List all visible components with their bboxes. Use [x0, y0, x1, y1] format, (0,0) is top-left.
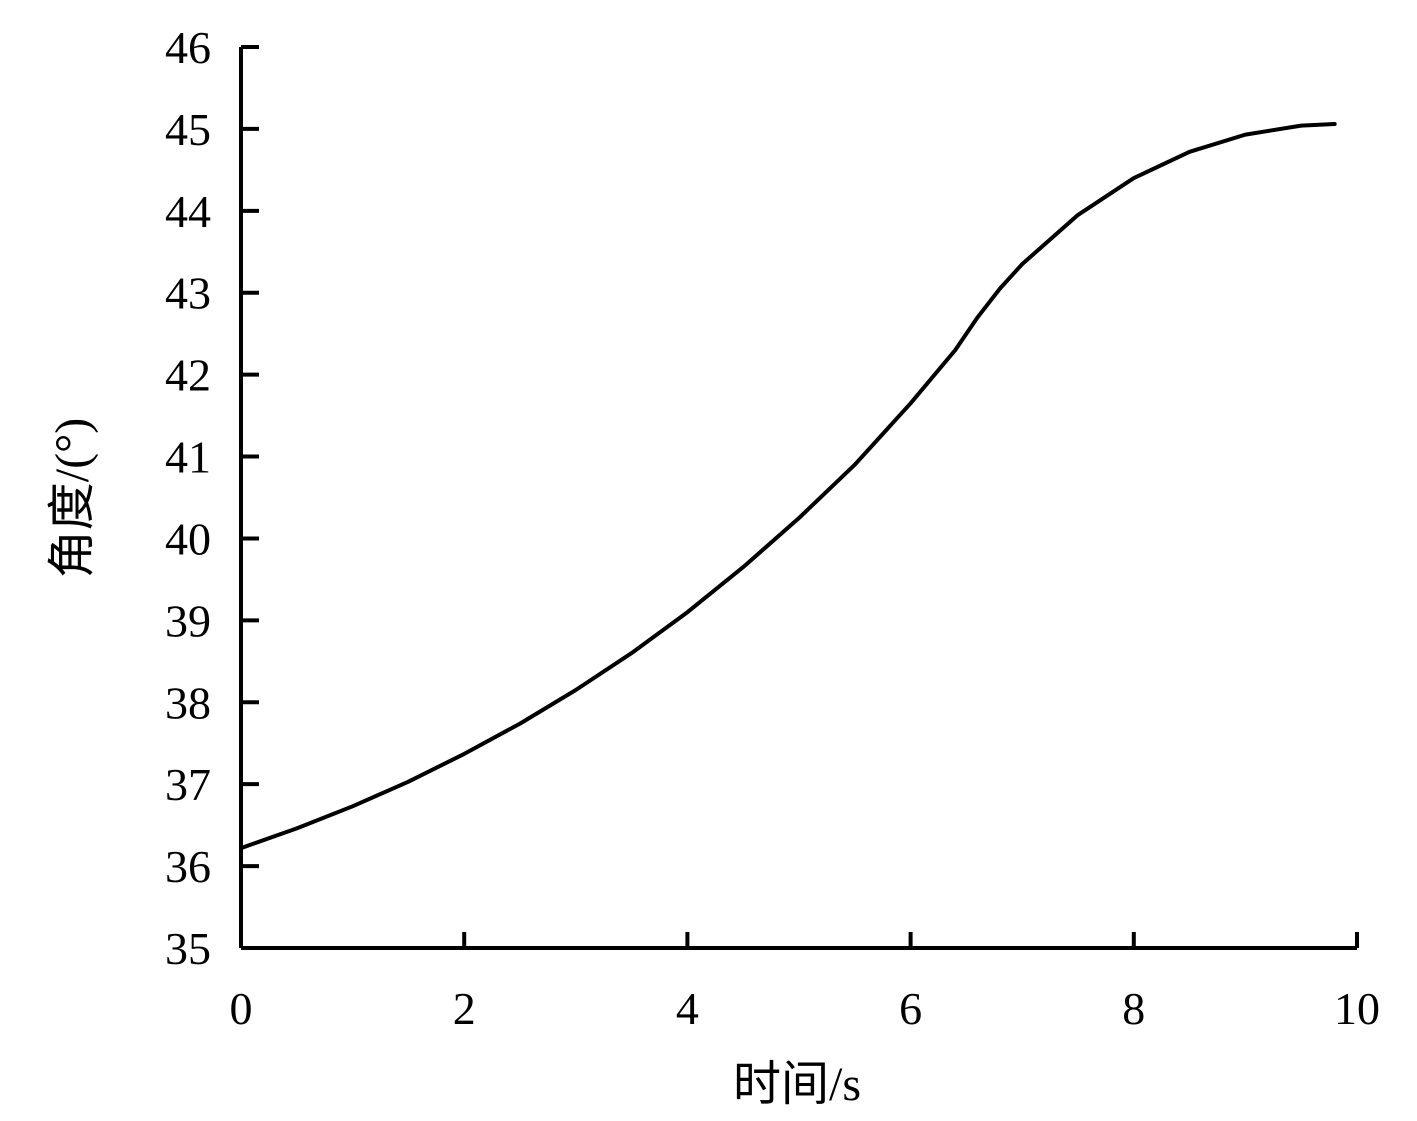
y-tick-label: 44 — [165, 186, 211, 237]
y-tick-label: 40 — [165, 513, 211, 564]
series-line — [239, 122, 1337, 851]
x-tick-label: 0 — [230, 983, 253, 1034]
y-axis-title: 角度/(°) — [46, 418, 99, 579]
y-tick-label: 46 — [165, 22, 211, 73]
y-tick-label: 39 — [165, 595, 211, 646]
axis-titles: 时间/s 角度/(°) — [46, 418, 861, 1111]
y-tick-label: 41 — [165, 432, 211, 483]
y-tick-label: 45 — [165, 104, 211, 155]
y-tick-label: 42 — [165, 350, 211, 401]
x-tick-label: 8 — [1122, 983, 1145, 1034]
x-tick-label: 6 — [899, 983, 922, 1034]
y-tick-label: 35 — [165, 923, 211, 974]
y-tick-label: 43 — [165, 268, 211, 319]
x-tick-label: 4 — [676, 983, 699, 1034]
plot-area — [239, 122, 1337, 851]
y-tick-label: 36 — [165, 841, 211, 892]
x-tick-label: 2 — [453, 983, 476, 1034]
x-axis-title: 时间/s — [733, 1058, 861, 1111]
x-tick-label: 10 — [1334, 983, 1380, 1034]
y-tick-label: 38 — [165, 677, 211, 728]
y-tick-label: 37 — [165, 759, 211, 810]
